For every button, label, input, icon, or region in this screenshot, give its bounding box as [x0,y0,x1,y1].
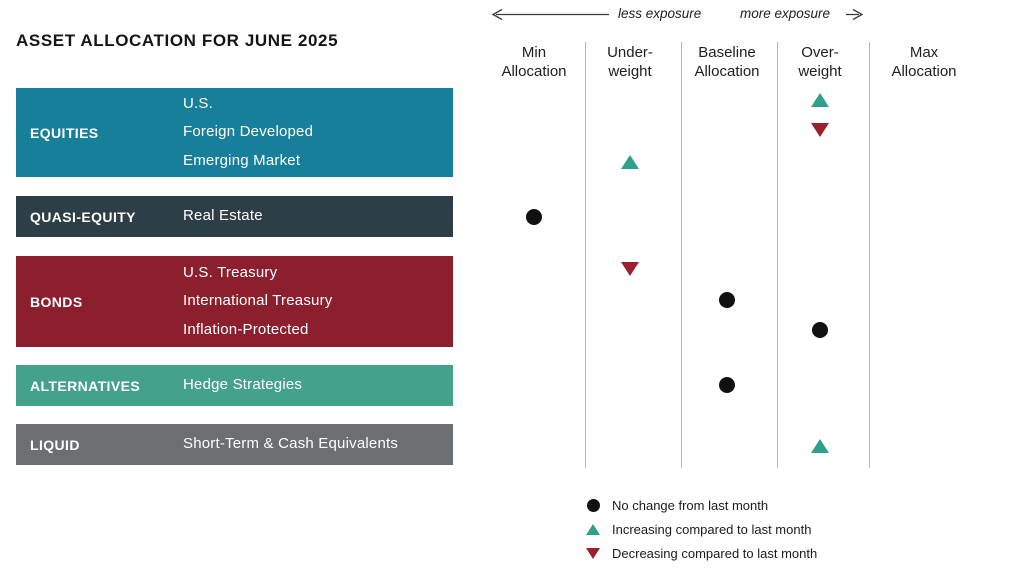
marker-short-term-cash-equivalents [811,439,829,453]
asset-item-emerging-market: Emerging Market [183,151,301,169]
category-bar-liquid: LIQUID Short-Term & Cash Equivalents [16,424,453,465]
category-name-equities: EQUITIES [30,124,99,141]
category-name-quasi-equity: QUASI-EQUITY [30,208,136,225]
category-name-alternatives: ALTERNATIVES [30,377,141,394]
legend-label-no-change: No change from last month [612,497,769,513]
increase-triangle-icon [586,523,600,535]
legend-icon-wrap [584,547,602,559]
marker-u-s-treasury [621,262,639,276]
marker-foreign-developed [811,123,829,137]
category-bar-quasi-equity: QUASI-EQUITY Real Estate [16,196,453,237]
less-exposure-arrow-icon [491,8,609,21]
category-bar-alternatives: ALTERNATIVES Hedge Strategies [16,365,453,406]
legend-icon-wrap [584,498,602,512]
category-items: U.S. Treasury International Treasury Inf… [183,259,332,345]
category-items: Real Estate [183,202,263,231]
column-header-min-allocation: Min Allocation [501,44,567,80]
marker-hedge-strategies [719,377,735,393]
legend-icon-wrap [584,523,602,535]
asset-item-inflation-protected: Inflation-Protected [183,320,309,338]
legend-item-increasing: Increasing compared to last month [584,517,817,541]
no-change-circle-icon [586,498,600,512]
column-divider [681,42,682,468]
marker-inflation-protected [812,322,828,338]
marker-international-treasury [719,292,735,308]
more-exposure-label: more exposure [740,6,831,21]
category-name-liquid: LIQUID [30,436,80,453]
asset-item-hedge-strategies: Hedge Strategies [183,376,303,394]
asset-item-short-term-cash: Short-Term & Cash Equivalents [183,435,399,453]
more-exposure-arrow-icon [846,8,864,21]
category-items: U.S. Foreign Developed Emerging Market [183,90,313,176]
category-items: Hedge Strategies [183,371,302,400]
asset-item-us: U.S. [183,94,213,112]
column-header-baseline-allocation: Baseline Allocation [694,44,760,80]
page-title: ASSET ALLOCATION FOR JUNE 2025 [16,31,339,50]
legend-label-decreasing: Decreasing compared to last month [612,545,818,561]
asset-item-foreign-developed: Foreign Developed [183,123,314,141]
marker-real-estate [526,209,542,225]
column-header-underweight: Under- weight [607,44,653,80]
asset-item-real-estate: Real Estate [183,207,263,225]
column-header-max-allocation: Max Allocation [891,44,957,80]
legend: No change from last month Increasing com… [584,493,817,565]
legend-item-decreasing: Decreasing compared to last month [584,541,817,565]
marker-emerging-market [621,155,639,169]
legend-label-increasing: Increasing compared to last month [612,521,812,537]
asset-item-us-treasury: U.S. Treasury [183,263,278,281]
column-divider [869,42,870,468]
asset-item-international-treasury: International Treasury [183,292,333,310]
column-divider [585,42,586,468]
category-bar-equities: EQUITIES U.S. Foreign Developed Emerging… [16,88,453,177]
category-bar-bonds: BONDS U.S. Treasury International Treasu… [16,256,453,347]
category-name-bonds: BONDS [30,293,83,310]
column-header-overweight: Over- weight [798,44,842,80]
less-exposure-label: less exposure [618,6,702,21]
marker-u-s [811,93,829,107]
legend-item-no-change: No change from last month [584,493,817,517]
column-divider [777,42,778,468]
decrease-triangle-icon [586,547,600,559]
category-items: Short-Term & Cash Equivalents [183,430,398,459]
